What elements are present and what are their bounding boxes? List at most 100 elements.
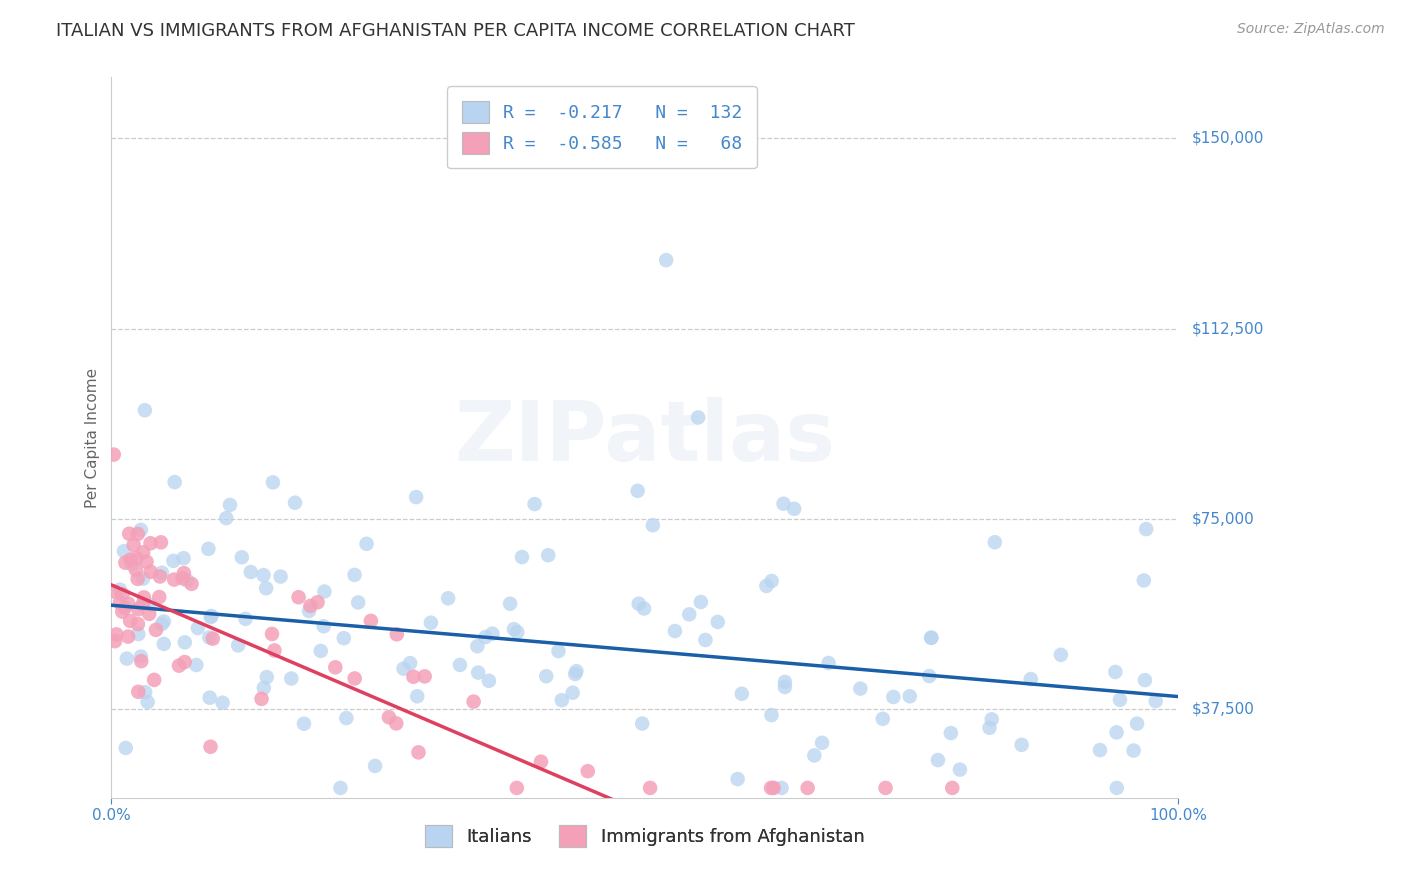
Point (262, 475, 284, 490)
Point (811, 736, 834, 750)
Point (706, 615, 728, 629)
Point (125, 563, 148, 577)
Point (299, 599, 322, 613)
Point (1133, 574, 1156, 588)
Point (172, 571, 194, 585)
Point (385, 716, 408, 731)
Point (872, 712, 894, 726)
Point (139, 536, 162, 550)
Point (127, 602, 149, 616)
Point (939, 726, 962, 740)
Point (576, 764, 599, 779)
Point (1126, 716, 1149, 731)
Point (920, 631, 942, 645)
Point (796, 780, 818, 795)
Point (627, 597, 650, 611)
Point (112, 544, 135, 558)
Point (129, 654, 152, 668)
Text: ZIPatlas: ZIPatlas (454, 397, 835, 478)
Point (547, 644, 569, 658)
Point (364, 759, 387, 773)
Point (132, 545, 155, 559)
Point (287, 591, 309, 605)
Point (200, 610, 222, 624)
Point (187, 621, 209, 635)
Point (772, 497, 794, 511)
Point (108, 596, 131, 610)
Point (1109, 693, 1132, 707)
Point (298, 604, 321, 618)
Point (153, 615, 176, 629)
Point (114, 556, 136, 570)
Point (882, 690, 904, 704)
Point (329, 780, 352, 795)
Point (111, 605, 134, 619)
Point (149, 569, 172, 583)
Point (727, 772, 749, 786)
Point (201, 632, 224, 646)
Point (503, 622, 526, 636)
Point (689, 595, 711, 609)
Point (499, 597, 522, 611)
Point (103, 448, 125, 462)
Point (773, 675, 796, 690)
Point (163, 475, 186, 489)
Point (105, 627, 128, 641)
Point (335, 711, 357, 725)
Point (173, 655, 195, 669)
Point (254, 581, 277, 595)
Point (117, 630, 139, 644)
Point (117, 597, 139, 611)
Point (402, 670, 425, 684)
Point (263, 643, 285, 657)
Point (638, 780, 661, 795)
Point (111, 587, 134, 601)
Point (198, 631, 221, 645)
Point (783, 501, 806, 516)
Point (139, 565, 162, 579)
Point (138, 598, 160, 612)
Point (333, 631, 356, 645)
Point (127, 617, 149, 632)
Point (761, 708, 783, 723)
Point (392, 662, 415, 676)
Point (231, 550, 253, 565)
Point (149, 535, 172, 549)
Point (408, 745, 430, 759)
Point (180, 577, 202, 591)
Point (198, 690, 221, 705)
Point (920, 631, 942, 645)
Point (474, 630, 496, 644)
Point (510, 550, 533, 565)
Point (565, 664, 588, 678)
Point (561, 686, 583, 700)
Point (235, 612, 257, 626)
Point (211, 696, 233, 710)
Point (419, 615, 441, 630)
Point (343, 567, 366, 582)
Point (292, 716, 315, 731)
Point (186, 658, 208, 673)
Point (759, 780, 782, 795)
Point (523, 497, 546, 511)
Point (537, 548, 560, 562)
Point (314, 584, 336, 599)
Point (949, 763, 972, 777)
Point (941, 780, 963, 795)
Point (1133, 673, 1156, 688)
Point (163, 573, 186, 587)
Point (817, 656, 839, 670)
Point (256, 670, 278, 684)
Point (114, 740, 136, 755)
Point (312, 619, 335, 633)
Point (239, 565, 262, 579)
Point (129, 649, 152, 664)
Point (115, 651, 138, 665)
Point (103, 584, 125, 599)
Point (378, 710, 401, 724)
Point (927, 753, 949, 767)
Point (678, 607, 700, 622)
Y-axis label: Per Capita Income: Per Capita Income (86, 368, 100, 508)
Point (761, 574, 783, 588)
Point (134, 403, 156, 417)
